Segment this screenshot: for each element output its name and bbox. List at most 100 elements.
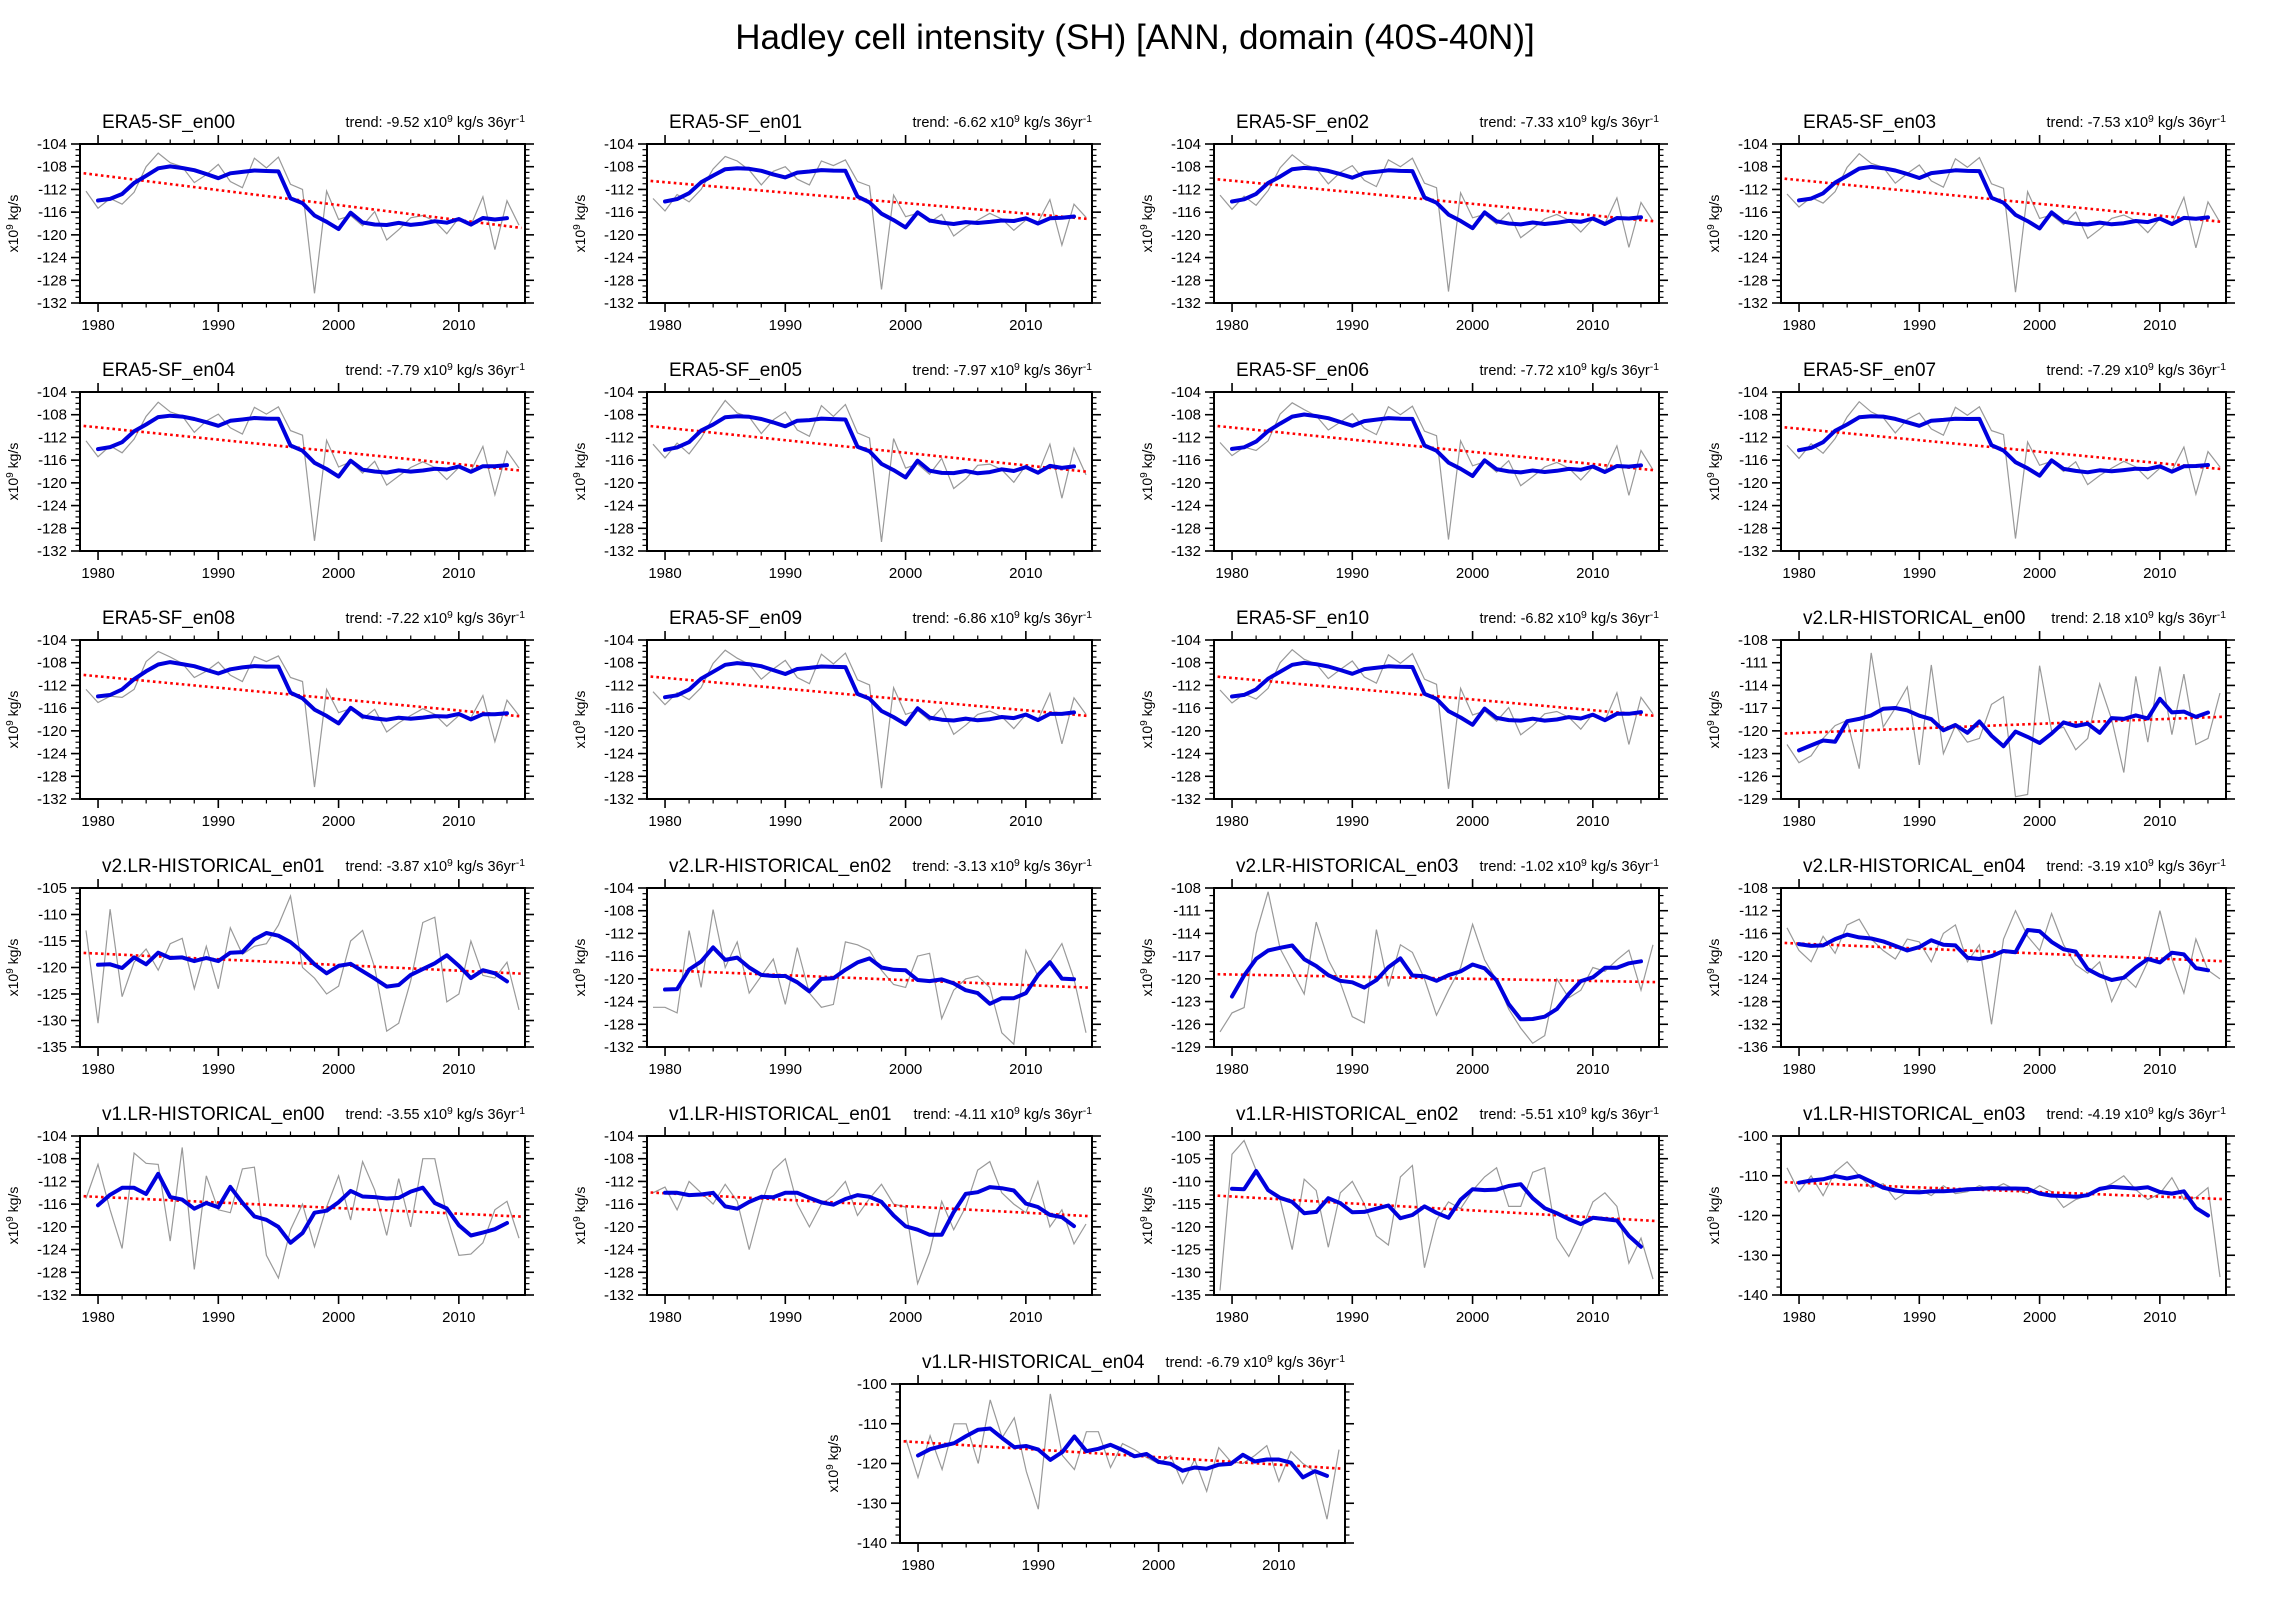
y-tick-label: -124 [604, 250, 634, 267]
y-tick-label: -114 [1739, 677, 1768, 694]
y-tick-label: -116 [1172, 204, 1201, 221]
panel-title: v2.LR-HISTORICAL_en00 [1803, 608, 2025, 629]
y-axis-unit-label: x109 kg/s [1139, 443, 1155, 501]
x-tick-label: 1980 [81, 565, 114, 582]
panel-grid: 1980 1990 2000 2010 -104 -108 -112 -116 -120 -124… [0, 88, 2268, 1328]
panel-trend-label: trend: -7.72 x109 kg/s 36yr-1 [1479, 362, 1659, 379]
y-tick-label: -116 [1739, 452, 1768, 469]
y-tick-label: -112 [1172, 429, 1201, 446]
x-tick-label: 1990 [769, 565, 802, 582]
chart-panel: 1980 1990 2000 2010 -104 -108 -112 -116 -120 -124… [0, 1080, 567, 1328]
x-tick-label: 1980 [1782, 1309, 1815, 1326]
chart-svg: 1980 1990 2000 2010 -108 -111 -114 -117 -120 -123… [1706, 608, 2235, 830]
y-tick-label: -110 [38, 907, 67, 924]
y-tick-label: -128 [1171, 520, 1201, 537]
y-tick-label: -124 [1171, 498, 1201, 515]
y-tick-label: -124 [604, 746, 634, 763]
x-tick-label: 1990 [202, 317, 235, 334]
panel-title: ERA5-SF_en03 [1803, 112, 1936, 133]
x-tick-label: 2010 [1009, 1309, 1042, 1326]
y-tick-label: -108 [604, 159, 634, 176]
x-tick-label: 2000 [889, 813, 922, 830]
x-tick-label: 2000 [2023, 317, 2056, 334]
panel-title: v1.LR-HISTORICAL_en01 [669, 1104, 891, 1125]
x-tick-label: 1990 [1336, 1309, 1369, 1326]
x-tick-label: 2000 [1456, 1309, 1489, 1326]
y-tick-label: -132 [1738, 1016, 1768, 1033]
y-tick-label: -104 [1171, 632, 1201, 649]
y-tick-label: -111 [1173, 903, 1201, 920]
panel-title: ERA5-SF_en06 [1236, 360, 1369, 381]
y-tick-label: -135 [1171, 1287, 1201, 1304]
y-tick-label: -124 [1171, 250, 1201, 267]
y-tick-label: -104 [604, 632, 634, 649]
x-tick-label: 1990 [1903, 1309, 1936, 1326]
x-tick-label: 2010 [2143, 317, 2176, 334]
x-tick-label: 1990 [202, 813, 235, 830]
y-tick-label: -128 [37, 272, 67, 289]
y-tick-label: -104 [1171, 136, 1201, 153]
x-tick-label: 1980 [81, 1309, 114, 1326]
y-tick-label: -120 [37, 723, 67, 740]
x-tick-label: 1980 [1782, 317, 1815, 334]
y-tick-label: -104 [1171, 384, 1201, 401]
y-tick-label: -128 [37, 1264, 67, 1281]
y-tick-label: -116 [1172, 700, 1201, 717]
y-tick-label: -112 [38, 181, 67, 198]
y-tick-label: -132 [604, 1039, 634, 1056]
y-tick-label: -124 [1171, 746, 1201, 763]
chart-svg: 1980 1990 2000 2010 -104 -108 -112 -116 -120 -124… [1139, 608, 1668, 830]
x-tick-label: 2010 [1576, 813, 1609, 830]
panel-title: v1.LR-HISTORICAL_en02 [1236, 1104, 1458, 1125]
chart-svg: 1980 1990 2000 2010 -108 -111 -114 -117 -120 -123… [1139, 856, 1668, 1078]
y-axis-unit-label: x109 kg/s [1139, 1187, 1155, 1245]
smoothed-series-line [1230, 943, 1643, 1022]
smoothed-series-line [1230, 412, 1643, 478]
y-tick-label: -120 [37, 475, 67, 492]
y-tick-label: -104 [604, 384, 634, 401]
y-tick-label: -112 [605, 677, 634, 694]
annual-series-line [85, 893, 520, 1033]
y-tick-label: -132 [37, 543, 67, 560]
y-tick-label: -120 [1171, 227, 1201, 244]
x-tick-label: 2000 [2023, 1061, 2056, 1078]
panel-trend-label: trend: -4.19 x109 kg/s 36yr-1 [2046, 1106, 2226, 1123]
y-tick-label: -116 [1739, 204, 1768, 221]
x-tick-label: 2010 [2143, 1309, 2176, 1326]
y-tick-label: -124 [1738, 250, 1768, 267]
y-tick-label: -112 [38, 1173, 67, 1190]
x-tick-label: 1990 [202, 565, 235, 582]
x-tick-label: 2000 [322, 813, 355, 830]
x-tick-label: 2010 [1576, 1061, 1609, 1078]
panel-title: v1.LR-HISTORICAL_en03 [1803, 1104, 2025, 1125]
annual-series-line [1219, 153, 1654, 292]
chart-svg: 1980 1990 2000 2010 -104 -108 -112 -116 -120 -124… [5, 1104, 534, 1326]
smoothed-series-line [663, 1185, 1076, 1237]
x-tick-label: 1980 [1782, 813, 1815, 830]
y-tick-label: -104 [1738, 136, 1768, 153]
y-tick-label: -129 [1171, 1039, 1201, 1056]
y-tick-label: -108 [1171, 880, 1201, 897]
y-tick-label: -110 [1739, 1168, 1768, 1185]
smoothed-series-line [1230, 660, 1643, 727]
x-tick-label: 1990 [202, 1309, 235, 1326]
y-tick-label: -108 [37, 655, 67, 672]
y-tick-label: -130 [1171, 1264, 1201, 1281]
annual-series-line [85, 650, 520, 788]
y-tick-label: -104 [37, 136, 67, 153]
chart-svg: 1980 1990 2000 2010 -104 -108 -112 -116 -120 -124… [1139, 112, 1668, 334]
chart-panel: 1980 1990 2000 2010 -104 -108 -112 -116 -120 -124… [567, 832, 1134, 1080]
smoothed-series-line [1797, 414, 2210, 478]
x-tick-label: 1980 [648, 317, 681, 334]
y-tick-label: -111 [1740, 655, 1768, 672]
panel-title: v2.LR-HISTORICAL_en02 [669, 856, 891, 877]
chart-panel: 1980 1990 2000 2010 -104 -108 -112 -116 -120 -124… [1701, 88, 2268, 336]
y-tick-label: -108 [604, 1151, 634, 1168]
chart-panel: 1980 1990 2000 2010 -104 -108 -112 -116 -120 -124… [0, 88, 567, 336]
chart-panel: 1980 1990 2000 2010 -100 -105 -110 -115 -120 -125… [1134, 1080, 1701, 1328]
y-tick-label: -116 [38, 452, 67, 469]
y-tick-label: -108 [604, 655, 634, 672]
chart-svg: 1980 1990 2000 2010 -104 -108 -112 -116 -120 -124… [572, 608, 1101, 830]
y-tick-label: -116 [605, 1196, 634, 1213]
trend-line [83, 1194, 522, 1218]
